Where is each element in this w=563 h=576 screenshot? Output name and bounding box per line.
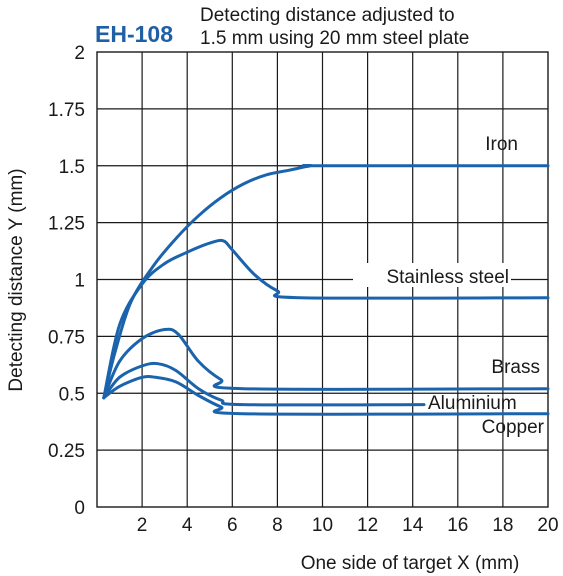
y-tick-label: 1.5 — [59, 157, 85, 178]
series-label-bg-stainless — [353, 263, 511, 287]
series-line-copper — [102, 374, 550, 416]
tick-labels: 2 4 6 8 10 12 14 16 18 20 0 0.25 0.5 0.75 1 1.25 1.5 1.75… — [48, 43, 559, 536]
series-label-stainless-steel: Stainless steel — [386, 267, 509, 288]
y-tick-label: 2 — [74, 43, 85, 64]
series-line-stainless-steel — [102, 238, 550, 400]
x-axis-label: One side of target X (mm) — [301, 553, 520, 574]
plot-frame — [96, 51, 549, 508]
x-tick-label: 18 — [492, 515, 513, 536]
series-line-brass — [102, 327, 550, 400]
x-tick-label: 4 — [182, 515, 193, 536]
y-axis-label: Detecting distance Y (mm) — [6, 168, 27, 391]
y-tick-label: 0.75 — [48, 327, 85, 348]
y-tick-label: 1 — [74, 271, 85, 292]
curves — [102, 163, 550, 416]
series-label-aluminium: Aluminium — [428, 393, 517, 414]
x-tick-label: 2 — [137, 515, 148, 536]
chart-title-line2: 1.5 mm using 20 mm steel plate — [200, 28, 469, 49]
x-tick-label: 10 — [312, 515, 333, 536]
x-tick-label: 20 — [537, 515, 558, 536]
x-tick-label: 6 — [227, 515, 238, 536]
x-tick-label: 16 — [447, 515, 468, 536]
y-tick-label: 0 — [74, 498, 85, 519]
series-label-iron: Iron — [485, 134, 518, 155]
model-name: EH-108 — [95, 21, 173, 47]
chart-title-line1: Detecting distance adjusted to — [200, 5, 455, 26]
x-tick-label: 12 — [357, 515, 378, 536]
x-tick-label: 8 — [272, 515, 283, 536]
y-tick-label: 1.75 — [48, 100, 85, 121]
series-line-aluminium — [102, 361, 426, 407]
y-tick-label: 1.25 — [48, 214, 85, 235]
y-tick-label: 0.5 — [59, 384, 85, 405]
series-label-copper: Copper — [482, 417, 545, 438]
x-tick-label: 14 — [402, 515, 424, 536]
series-label-brass: Brass — [491, 357, 540, 378]
y-tick-label: 0.25 — [48, 441, 85, 462]
